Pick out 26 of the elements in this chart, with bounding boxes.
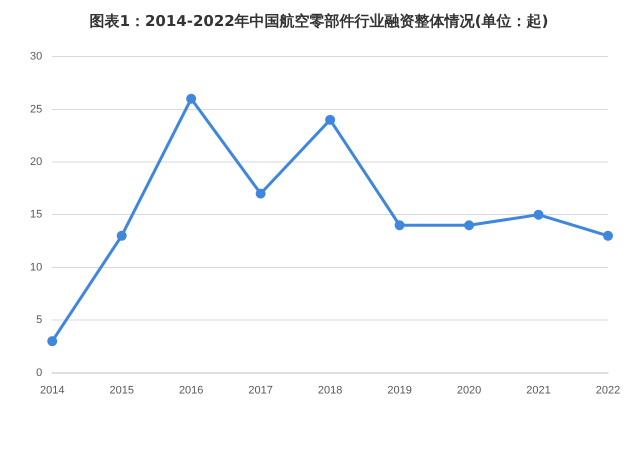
point	[325, 114, 336, 125]
chart-title: 图表1：2014-2022年中国航空零部件行业融资整体情况(单位：起)	[88, 11, 550, 32]
x-tick-label: 2021	[526, 384, 551, 396]
y-tick-label: 25	[30, 103, 42, 116]
x-tick-label: 2017	[248, 384, 273, 396]
point	[256, 188, 266, 199]
y-tick-label: 10	[30, 261, 42, 274]
y-tick-label: 5	[36, 314, 42, 326]
x-tick-label: 2016	[178, 384, 204, 396]
point	[603, 230, 613, 241]
y-tick-label: 0	[36, 366, 42, 379]
x-tick-label: 2022	[596, 384, 620, 396]
x-tick-label: 2015	[109, 384, 134, 396]
point	[464, 220, 474, 230]
y-tick-label: 15	[30, 208, 42, 221]
point	[394, 220, 405, 230]
x-tick-label: 2018	[318, 384, 342, 396]
x-tick-label: 2020	[456, 384, 482, 396]
point	[534, 210, 544, 220]
y-tick-label: 20	[30, 156, 42, 168]
point	[47, 336, 58, 346]
x-tick-label: 2014	[40, 384, 64, 396]
x-tick-label: 2019	[387, 384, 412, 396]
point	[186, 94, 196, 104]
point	[116, 230, 127, 241]
y-tick-label: 30	[30, 50, 42, 63]
